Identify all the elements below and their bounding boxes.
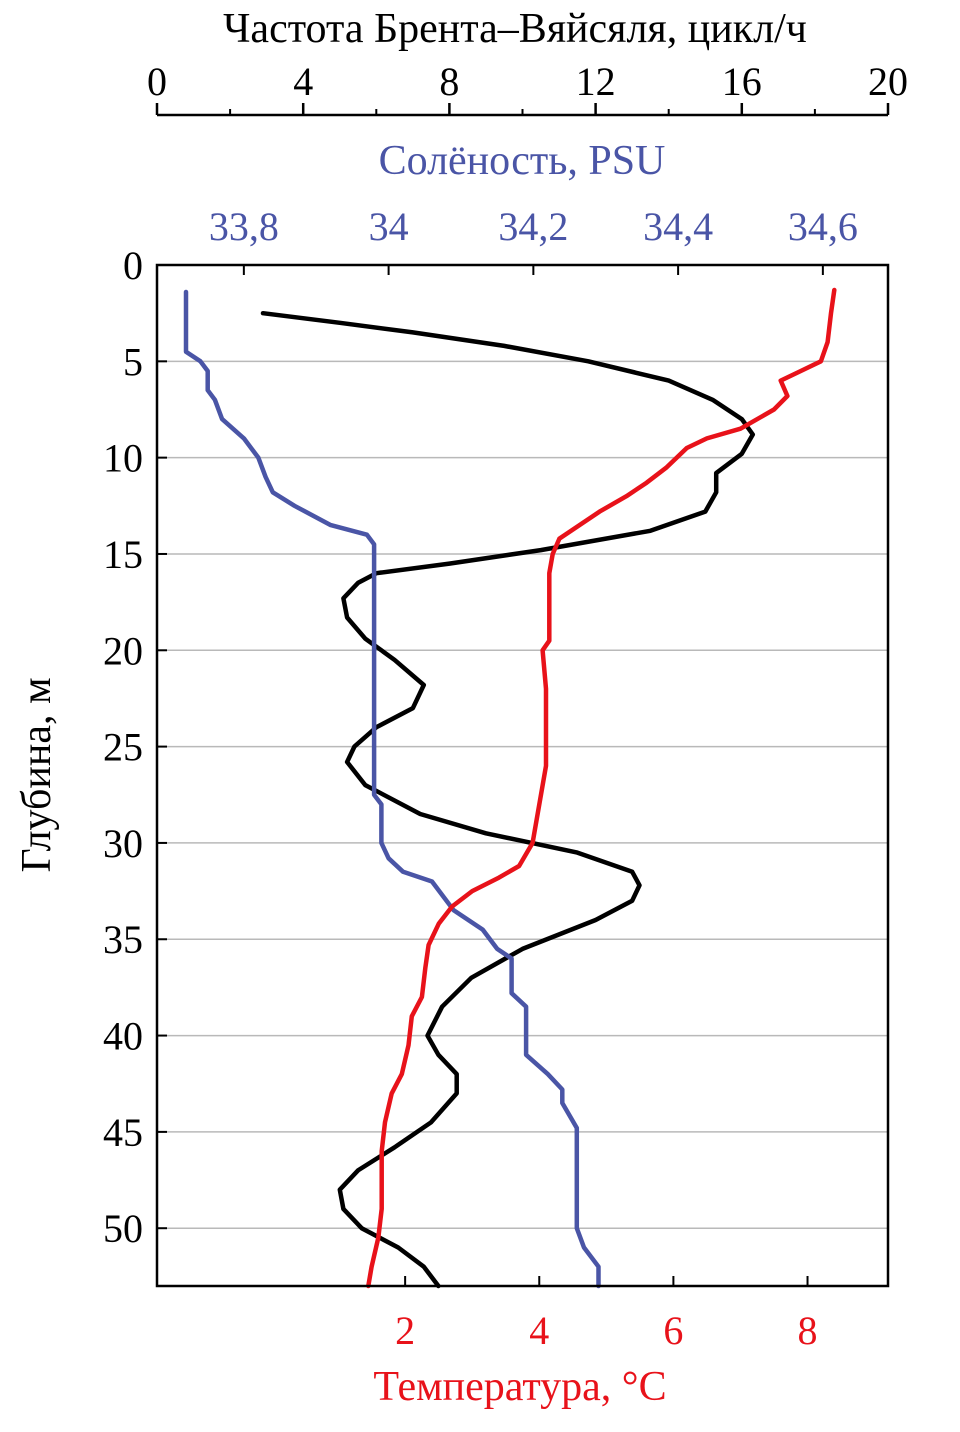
temperature-tick-label: 2 bbox=[395, 1308, 415, 1353]
bv-frequency-axis-label: Частота Брента–Вяйсяля, цикл/ч bbox=[223, 6, 807, 52]
temperature-axis: 2 4 6 8 bbox=[395, 1276, 818, 1353]
depth-tick-label: 10 bbox=[103, 436, 143, 481]
temperature-tick-label: 8 bbox=[798, 1308, 818, 1353]
bv-tick-label: 0 bbox=[147, 59, 167, 104]
salinity-profile-line bbox=[183, 289, 601, 1289]
depth-tick-label: 20 bbox=[103, 628, 143, 673]
depth-axis: 0 5 10 15 20 25 30 35 40 45 50 bbox=[103, 243, 167, 1251]
salinity-tick-label: 34 bbox=[369, 204, 409, 249]
grid-lines bbox=[157, 360, 888, 1229]
bv-frequency-axis: 0 4 8 12 16 20 bbox=[147, 59, 908, 117]
temperature-profile-line bbox=[366, 287, 837, 1289]
salinity-tick-label: 33,8 bbox=[209, 204, 279, 249]
temperature-axis-label: Температура, °C bbox=[373, 1364, 666, 1410]
bv-tick-label: 16 bbox=[722, 59, 762, 104]
salinity-tick-label: 34,6 bbox=[788, 204, 858, 249]
depth-axis-label: Глубина, м bbox=[14, 677, 60, 872]
salinity-tick-label: 34,2 bbox=[498, 204, 568, 249]
salinity-axis: 33,8 34 34,2 34,4 34,6 bbox=[209, 204, 858, 275]
temperature-tick-label: 6 bbox=[663, 1308, 683, 1353]
plot-frame bbox=[155, 263, 890, 1288]
depth-tick-label: 0 bbox=[123, 243, 143, 288]
bv-tick-label: 20 bbox=[868, 59, 908, 104]
bv-tick-label: 4 bbox=[293, 59, 313, 104]
depth-tick-label: 25 bbox=[103, 725, 143, 770]
temperature-tick-label: 4 bbox=[529, 1308, 549, 1353]
data-series bbox=[183, 287, 837, 1289]
bv-frequency-profile-line bbox=[260, 310, 756, 1289]
bv-tick-label: 12 bbox=[576, 59, 616, 104]
depth-tick-label: 30 bbox=[103, 821, 143, 866]
depth-tick-label: 5 bbox=[123, 339, 143, 384]
depth-tick-label: 35 bbox=[103, 917, 143, 962]
depth-tick-label: 40 bbox=[103, 1014, 143, 1059]
depth-tick-label: 15 bbox=[103, 532, 143, 577]
depth-tick-label: 45 bbox=[103, 1110, 143, 1155]
depth-tick-label: 50 bbox=[103, 1206, 143, 1251]
salinity-tick-label: 34,4 bbox=[643, 204, 713, 249]
salinity-axis-label: Солёность, PSU bbox=[379, 138, 666, 184]
bv-tick-label: 8 bbox=[439, 59, 459, 104]
